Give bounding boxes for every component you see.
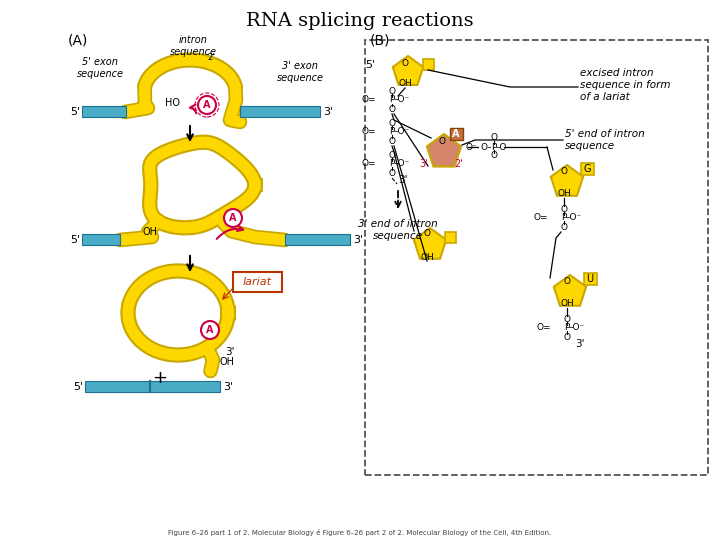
Text: O=: O= bbox=[534, 213, 548, 222]
Text: 3' end of intron
sequence: 3' end of intron sequence bbox=[358, 219, 438, 241]
Text: O: O bbox=[564, 276, 570, 286]
Text: P: P bbox=[564, 323, 570, 333]
Polygon shape bbox=[414, 228, 446, 259]
Text: (B): (B) bbox=[370, 33, 390, 47]
FancyBboxPatch shape bbox=[233, 272, 282, 292]
Text: P: P bbox=[491, 143, 497, 152]
Bar bbox=[423, 58, 433, 70]
Text: A: A bbox=[206, 325, 214, 335]
Text: O: O bbox=[389, 168, 395, 178]
Text: OH: OH bbox=[398, 78, 412, 87]
Text: OH: OH bbox=[143, 227, 158, 237]
Polygon shape bbox=[554, 275, 586, 306]
Text: O: O bbox=[389, 137, 395, 145]
Text: RNA splicing reactions: RNA splicing reactions bbox=[246, 12, 474, 30]
Text: O=: O= bbox=[361, 159, 376, 168]
Text: O: O bbox=[389, 151, 395, 159]
Text: intron
sequence: intron sequence bbox=[169, 35, 217, 57]
Bar bbox=[584, 273, 597, 285]
Text: –O⁻: –O⁻ bbox=[394, 159, 410, 168]
Text: –O: –O bbox=[496, 143, 508, 152]
Text: –O⁻: –O⁻ bbox=[569, 323, 585, 333]
Text: O: O bbox=[389, 105, 395, 113]
Text: P: P bbox=[390, 159, 395, 168]
Text: 3': 3' bbox=[223, 382, 233, 392]
Text: A: A bbox=[229, 213, 237, 223]
Text: OH: OH bbox=[220, 357, 235, 367]
Bar bbox=[444, 232, 456, 242]
Text: 5' exon
sequence: 5' exon sequence bbox=[76, 57, 124, 79]
Bar bbox=[85, 381, 220, 392]
Text: O: O bbox=[564, 333, 570, 341]
Text: O: O bbox=[560, 222, 567, 232]
Text: P: P bbox=[390, 96, 395, 105]
Text: OH: OH bbox=[560, 300, 574, 308]
Text: O: O bbox=[560, 166, 567, 176]
Text: 3': 3' bbox=[575, 339, 585, 349]
Text: –O⁻: –O⁻ bbox=[394, 127, 410, 137]
Text: 3': 3' bbox=[353, 235, 363, 245]
Text: Figure 6–26 part 1 of 2. Molecular Biology é Figure 6–26 part 2 of 2. Molecular : Figure 6–26 part 1 of 2. Molecular Biolo… bbox=[168, 529, 552, 536]
Text: 5' end of intron
sequence: 5' end of intron sequence bbox=[565, 129, 644, 151]
Text: O: O bbox=[560, 205, 567, 213]
Text: O: O bbox=[389, 118, 395, 127]
Text: O=: O= bbox=[361, 127, 376, 137]
Text: G: G bbox=[583, 164, 590, 174]
Text: 3': 3' bbox=[323, 107, 333, 117]
Text: 5': 5' bbox=[73, 382, 83, 392]
Text: A: A bbox=[203, 100, 211, 110]
Text: 5': 5' bbox=[70, 235, 80, 245]
Text: lariat: lariat bbox=[243, 277, 271, 287]
Text: HO: HO bbox=[165, 98, 180, 108]
Text: O: O bbox=[490, 133, 498, 143]
Text: 5': 5' bbox=[365, 60, 375, 70]
Bar bbox=[285, 234, 350, 245]
Bar bbox=[450, 128, 463, 140]
Text: excised intron
sequence in form
of a lariat: excised intron sequence in form of a lar… bbox=[580, 69, 670, 102]
Text: O=: O= bbox=[536, 323, 551, 333]
Text: O⁻: O⁻ bbox=[466, 143, 478, 152]
Text: O: O bbox=[564, 314, 570, 323]
Text: O: O bbox=[389, 86, 395, 96]
Polygon shape bbox=[393, 56, 423, 85]
Text: P: P bbox=[390, 127, 395, 137]
Text: O: O bbox=[402, 58, 408, 68]
Text: O: O bbox=[490, 152, 498, 160]
Text: 3': 3' bbox=[420, 159, 428, 169]
Text: –O⁻: –O⁻ bbox=[394, 96, 410, 105]
Bar bbox=[82, 106, 126, 117]
Circle shape bbox=[224, 209, 242, 227]
Text: 2': 2' bbox=[207, 52, 215, 62]
Text: 2': 2' bbox=[454, 159, 464, 169]
Bar bbox=[82, 234, 120, 245]
Text: O: O bbox=[423, 230, 431, 239]
Text: A: A bbox=[452, 129, 460, 139]
Bar bbox=[240, 106, 320, 117]
Text: O=: O= bbox=[361, 96, 376, 105]
Text: O–: O– bbox=[480, 143, 492, 152]
FancyArrowPatch shape bbox=[190, 105, 197, 113]
Text: 3' exon
sequence: 3' exon sequence bbox=[276, 61, 323, 83]
Text: OH: OH bbox=[420, 253, 434, 261]
Text: OH: OH bbox=[557, 190, 571, 199]
Text: –O⁻: –O⁻ bbox=[566, 213, 582, 222]
Text: 3': 3' bbox=[398, 175, 408, 185]
Polygon shape bbox=[551, 165, 583, 196]
FancyArrowPatch shape bbox=[217, 226, 243, 239]
Text: O: O bbox=[438, 137, 446, 145]
Text: 3': 3' bbox=[225, 347, 235, 357]
Circle shape bbox=[198, 96, 216, 114]
Bar bbox=[581, 163, 594, 175]
Text: P: P bbox=[562, 213, 567, 222]
Text: +: + bbox=[153, 369, 168, 387]
Text: 5': 5' bbox=[70, 107, 80, 117]
Polygon shape bbox=[427, 134, 461, 166]
Text: U: U bbox=[586, 274, 593, 284]
Circle shape bbox=[201, 321, 219, 339]
Text: (A): (A) bbox=[68, 33, 89, 47]
